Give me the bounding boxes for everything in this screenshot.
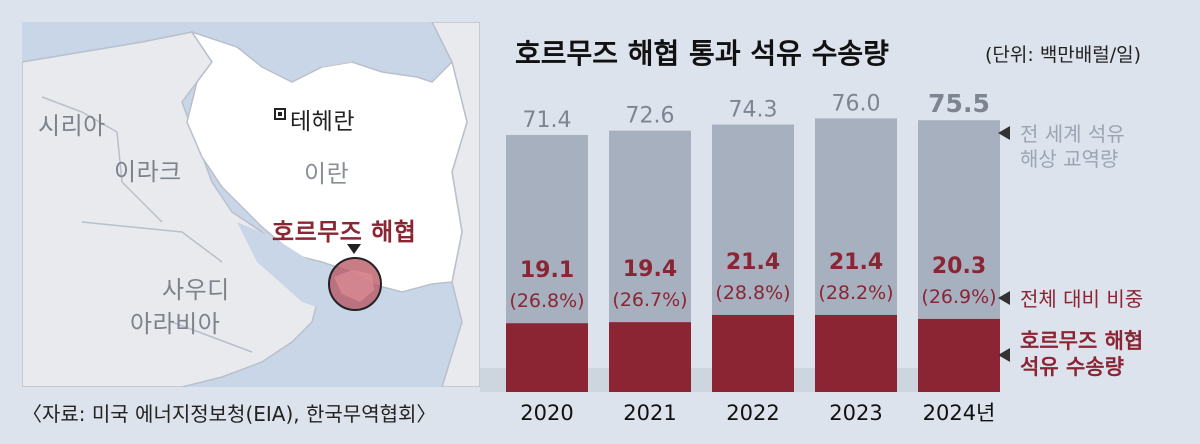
map-panel: 시리아 이라크 이란 테헤란 호르무즈 해협 사우디 아라비아 xyxy=(22,22,480,387)
border-lines xyxy=(41,96,253,353)
label-world-1: 72.6 xyxy=(626,104,675,129)
map-label-strait: 호르무즈 해협 xyxy=(272,218,417,246)
legend-ratio-label: 전체 대비 비중 xyxy=(1020,287,1144,311)
label-share-4: (26.9%) xyxy=(921,286,996,308)
label-share-3: (28.2%) xyxy=(818,282,893,304)
label-hormuz-1: 19.4 xyxy=(623,257,677,282)
legend-hormuz-line2: 석유 수송량 xyxy=(1020,355,1124,380)
legend-hormuz: 호르무즈 해협 석유 수송량 xyxy=(998,328,1143,381)
map-label-syria: 시리아 xyxy=(38,112,106,140)
iran-shape xyxy=(186,30,468,293)
label-world-2: 74.3 xyxy=(729,98,778,123)
bar-hormuz-4 xyxy=(918,318,1000,392)
label-world-4: 75.5 xyxy=(928,89,990,118)
legend-hormuz-pointer xyxy=(998,348,1010,362)
tick-label-1: 2021 xyxy=(623,401,676,425)
label-hormuz-2: 21.4 xyxy=(726,250,780,275)
middle-east-map xyxy=(22,22,480,387)
map-label-iraq: 이라크 xyxy=(114,158,182,186)
label-world-0: 71.4 xyxy=(523,108,572,133)
map-label-tehran: 테헤란 xyxy=(290,109,355,135)
legend-ratio-pointer xyxy=(998,291,1010,305)
bar-hormuz-3 xyxy=(815,314,897,392)
label-hormuz-3: 21.4 xyxy=(829,250,883,275)
legend-world-line2: 해상 교역량 xyxy=(1020,147,1119,171)
bar-hormuz-2 xyxy=(712,314,794,392)
map-label-saudi-1: 사우디 xyxy=(162,276,230,304)
label-share-1: (26.7%) xyxy=(612,289,687,311)
tick-label-0: 2020 xyxy=(520,401,573,425)
label-share-0: (26.8%) xyxy=(509,290,584,312)
source-note: 〈자료: 미국 에너지정보청(EIA), 한국무역협회〉 xyxy=(22,402,437,426)
bar-hormuz-1 xyxy=(609,322,691,392)
legend-world-pointer xyxy=(998,126,1010,140)
legend-ratio: 전체 대비 비중 xyxy=(998,287,1143,312)
legend-hormuz-line1: 호르무즈 해협 xyxy=(1020,329,1144,353)
tick-label-4: 2024년 xyxy=(923,401,996,425)
chart-unit: (단위: 백만배럴/일) xyxy=(985,44,1142,66)
strait-pointer xyxy=(347,244,361,254)
map-label-saudi-2: 아라비아 xyxy=(130,310,221,338)
bar-hormuz-0 xyxy=(506,323,588,392)
label-hormuz-4: 20.3 xyxy=(932,254,986,279)
tick-label-3: 2023 xyxy=(829,401,882,425)
caspian-sea xyxy=(307,22,352,67)
label-share-2: (28.8%) xyxy=(715,282,790,304)
chart-title: 호르무즈 해협 통과 석유 수송량 xyxy=(515,37,889,70)
map-label-iran: 이란 xyxy=(304,160,350,188)
legend-world: 전 세계 석유 해상 교역량 xyxy=(998,122,1125,172)
legend-world-line1: 전 세계 석유 xyxy=(1020,122,1125,146)
label-world-3: 76.0 xyxy=(832,91,881,116)
label-hormuz-0: 19.1 xyxy=(520,258,574,283)
tick-label-2: 2022 xyxy=(726,401,779,425)
